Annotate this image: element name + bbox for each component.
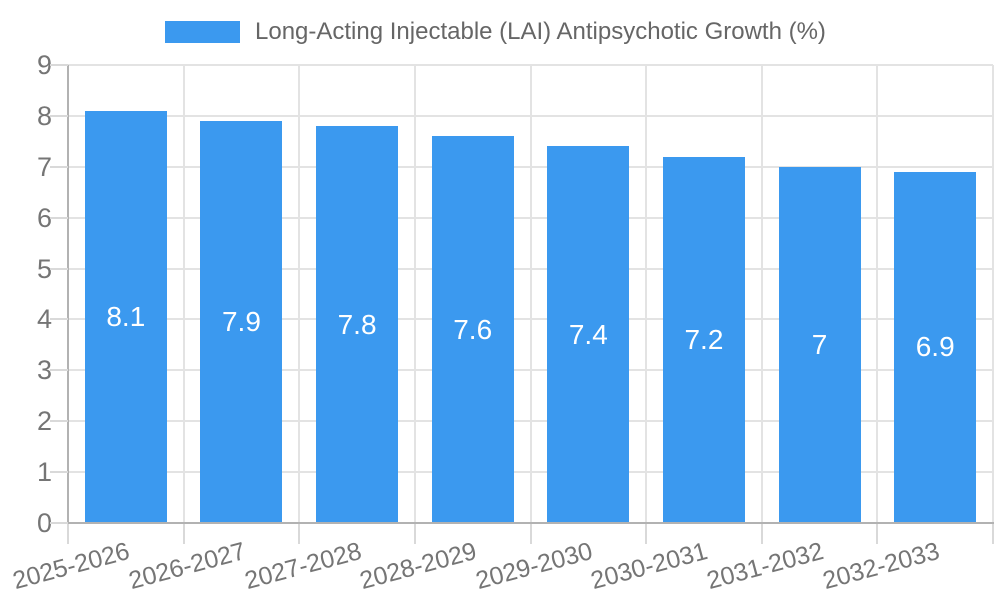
bar: 8.1 xyxy=(84,110,167,523)
bar: 7.9 xyxy=(200,120,283,523)
bar-value-label: 7.2 xyxy=(684,323,724,355)
legend: Long-Acting Injectable (LAI) Antipsychot… xyxy=(165,18,826,46)
chart-title: Long-Acting Injectable (LAI) Antipsychot… xyxy=(255,18,826,45)
y-axis-label: 1 xyxy=(36,457,52,488)
bar: 7.2 xyxy=(662,156,745,523)
y-axis-tick xyxy=(50,369,68,372)
gridline-vertical xyxy=(529,65,532,523)
x-axis-tick xyxy=(529,524,532,544)
y-axis-tick xyxy=(50,165,68,168)
y-axis-tick xyxy=(50,318,68,321)
x-axis-tick xyxy=(760,524,763,544)
y-axis-tick xyxy=(50,216,68,219)
y-axis-tick xyxy=(50,522,68,524)
y-axis-label: 2 xyxy=(36,406,52,437)
bar-value-label: 7 xyxy=(811,328,828,360)
bar-value-label: 6.9 xyxy=(915,331,955,363)
y-axis-label: 9 xyxy=(36,50,52,80)
y-axis-tick xyxy=(50,64,68,66)
gridline-vertical xyxy=(876,65,879,523)
x-axis-label: 2031-2032 xyxy=(703,537,827,596)
bar: 7.6 xyxy=(431,136,514,523)
x-axis-tick xyxy=(298,524,301,544)
x-axis-tick xyxy=(67,524,69,544)
bar: 6.9 xyxy=(894,171,977,523)
x-axis-line xyxy=(67,522,994,524)
y-axis-label: 6 xyxy=(36,202,52,233)
x-axis-label: 2027-2028 xyxy=(241,537,365,596)
x-axis-tick xyxy=(992,524,994,544)
y-axis-line xyxy=(67,65,69,523)
x-axis-tick xyxy=(876,524,879,544)
x-axis-label: 2030-2031 xyxy=(588,537,711,596)
y-axis-tick xyxy=(50,471,68,474)
gridline-vertical xyxy=(992,65,994,523)
y-axis-label: 0 xyxy=(36,508,52,538)
bar-value-label: 7.8 xyxy=(337,308,377,340)
y-axis-label: 7 xyxy=(36,151,52,182)
bar: 7.4 xyxy=(547,146,630,523)
y-axis-label: 4 xyxy=(36,304,52,335)
bar-value-label: 7.4 xyxy=(568,318,608,350)
bar: 7 xyxy=(778,166,861,523)
gridline-vertical xyxy=(182,65,185,523)
gridline-vertical xyxy=(645,65,648,523)
bar-value-label: 7.6 xyxy=(453,313,493,345)
x-axis-tick xyxy=(645,524,648,544)
y-axis-tick xyxy=(50,420,68,423)
x-axis-label: 2025-2026 xyxy=(10,537,133,596)
y-axis-tick xyxy=(50,267,68,270)
x-axis-label: 2029-2030 xyxy=(472,537,596,596)
bar: 7.8 xyxy=(316,126,399,523)
gridline-vertical xyxy=(413,65,416,523)
x-axis-label: 2028-2029 xyxy=(356,537,480,596)
gridline-vertical xyxy=(298,65,301,523)
bar-value-label: 7.9 xyxy=(221,305,261,337)
bar-value-label: 8.1 xyxy=(106,300,146,332)
x-axis-label: 2026-2027 xyxy=(125,537,249,596)
y-axis-label: 3 xyxy=(36,355,52,386)
plot-area: 8.1 7.9 7.8 7.6 7.4 7.2 7 6.9 xyxy=(67,64,994,524)
x-axis-tick xyxy=(182,524,185,544)
x-axis-tick xyxy=(413,524,416,544)
gridline-vertical xyxy=(760,65,763,523)
y-axis-label: 8 xyxy=(36,100,52,131)
legend-swatch xyxy=(165,21,240,43)
y-axis-label: 5 xyxy=(36,253,52,284)
x-axis-label: 2032-2033 xyxy=(819,537,943,596)
y-axis-tick xyxy=(50,114,68,117)
